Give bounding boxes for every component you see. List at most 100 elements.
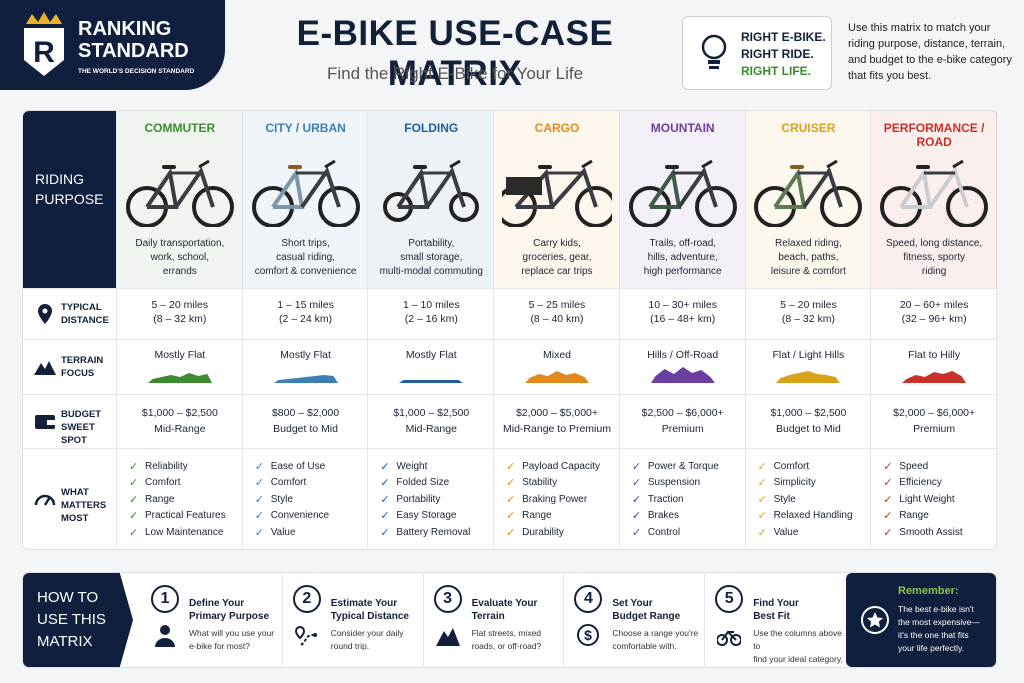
purpose-line: Speed, long distance, <box>886 238 983 249</box>
brand-name-line: RANKING <box>78 18 172 40</box>
frame <box>174 166 215 209</box>
row-icon-frame <box>35 415 55 429</box>
priority-item: ✓ Speed <box>883 458 995 475</box>
step-number: 3 <box>433 585 462 613</box>
row-icon-frame <box>34 494 56 506</box>
category-name: CRUISER <box>781 121 836 135</box>
row-icon <box>34 360 56 375</box>
check-icon: ✓ <box>883 510 893 523</box>
check-icon: ✓ <box>506 510 516 523</box>
priority-text: Suspension <box>647 477 701 489</box>
category-column: CRUISER Relaxed riding, beach, paths, leisu… <box>744 111 872 549</box>
page-title: E-BIKE USE-CASE MATRIX <box>296 14 614 93</box>
check-icon: ✓ <box>631 493 642 506</box>
check-icon: ✓ <box>254 477 264 490</box>
step: 5 Find Your Best Fit Use the columns above … <box>704 573 846 667</box>
frame <box>677 166 718 209</box>
terrain-profile <box>147 373 212 383</box>
priority-text: Practical Features <box>145 510 226 522</box>
purpose-line: small storage, <box>400 252 463 263</box>
priority-item: ✓ Relaxed Handling <box>758 508 870 525</box>
step-text-line: Use the columns above to <box>753 628 843 651</box>
priority-item: ✓ Comfort <box>129 475 241 492</box>
remember-text: The best e-bike isn't the most expensive—… <box>898 603 980 655</box>
category-column: FOLDING Portability, small storage, multi-m… <box>367 111 495 549</box>
terrain-shape <box>147 373 212 383</box>
step-title-line: Evaluate Your <box>471 598 538 609</box>
check-icon: ✓ <box>506 460 516 473</box>
frame <box>270 167 304 209</box>
priority-text: Low Maintenance <box>145 526 224 538</box>
purpose-line: hills, adventure, <box>647 252 718 263</box>
distance-line: 10 – 30+ miles <box>648 299 717 311</box>
distance-line: 5 – 20 miles <box>151 299 209 311</box>
row-label-line: SWEET SPOT <box>61 422 95 446</box>
step-text: Choose a range you're comfortable with. <box>612 627 698 653</box>
priority-item: ✓ Efficiency <box>883 475 995 492</box>
priority-list: ✓ Weight ✓ Folded Size ✓ Portability ✓ Easy Sto… <box>380 458 492 541</box>
row-icon <box>34 494 56 506</box>
terrain-shape <box>776 371 841 383</box>
budget-line: $1,000 – $2,500 <box>393 407 470 419</box>
bulb-icon <box>701 34 727 69</box>
priority-text: Smooth Assist <box>899 526 963 538</box>
purpose: Short trips, casual riding, comfort & conv… <box>243 237 369 279</box>
frame <box>648 167 682 209</box>
distance-line: (8 – 40 km) <box>530 313 584 325</box>
row-divider <box>23 339 996 340</box>
priority-text: Control <box>647 526 681 538</box>
purpose: Relaxed riding, beach, paths, leisure & co… <box>746 237 872 279</box>
budget-line: $1,000 – $2,500 <box>141 407 218 419</box>
distance: 5 – 25 miles (8 – 40 km) <box>494 298 620 326</box>
priority-item: ✓ Portability <box>380 491 492 508</box>
check-icon: ✓ <box>506 526 516 539</box>
category-name: MOUNTAIN <box>650 121 715 135</box>
terrain-label: Mostly Flat <box>154 349 206 361</box>
priority-item: ✓ Suspension <box>632 475 744 492</box>
how-to-title-line: HOW TO <box>37 589 99 606</box>
brand-logo: R <box>24 12 64 76</box>
budget: $1,000 – $2,500 Budget to Mid <box>746 405 872 437</box>
row-label: BUDGET SWEET SPOT <box>61 408 117 447</box>
distance: 5 – 20 miles (8 – 32 km) <box>117 298 243 326</box>
frame <box>396 167 430 209</box>
brand-panel: R RANKING STANDARD THE WORLD'S DECISION … <box>0 0 225 90</box>
category-column: CITY / URBAN Short trips, casual riding, co… <box>241 111 369 549</box>
priority-text: Efficiency <box>899 477 942 489</box>
purpose-line: beach, paths, <box>778 252 839 263</box>
badge: RIGHT E-BIKE. RIGHT RIDE. RIGHT LIFE. <box>682 16 832 90</box>
wheel <box>574 186 612 227</box>
purpose-line: comfort & convenience <box>254 266 357 277</box>
wheel <box>820 186 863 227</box>
terrain-label: Flat to Hilly <box>908 349 961 361</box>
budget: $1,000 – $2,500 Mid-Range <box>117 405 243 437</box>
terrain-profile <box>650 367 715 383</box>
row-label: TYPICAL DISTANCE <box>61 301 117 327</box>
bike-illustration <box>628 159 737 227</box>
priority-item: ✓ Smooth Assist <box>883 524 995 541</box>
saddle <box>413 165 428 169</box>
check-icon: ✓ <box>129 477 139 490</box>
step-title: Evaluate Your Terrain <box>472 597 538 623</box>
bike-illustration <box>754 159 863 227</box>
priority-text: Ease of Use <box>270 460 326 472</box>
priority-text: Power & Torque <box>647 460 719 472</box>
step-text-line: find your ideal category. <box>753 654 843 664</box>
priority-text: Traction <box>647 493 684 505</box>
step-title: Define Your Primary Purpose <box>189 597 269 623</box>
row-label-line: MATTERS MOST <box>61 499 107 524</box>
category-column: MOUNTAIN Trails, off-road, hills, adventur… <box>618 111 746 549</box>
purpose-line: riding <box>921 266 947 277</box>
distance-line: (2 – 24 km) <box>279 313 333 325</box>
priority-item: ✓ Control <box>632 524 744 541</box>
remember-text-line: The best e-bike isn't <box>898 604 974 614</box>
purpose-line: Relaxed riding, <box>775 238 842 249</box>
priority-list: ✓ Comfort ✓ Simplicity ✓ Style ✓ Relaxed Handli… <box>758 458 870 541</box>
distance-line: 1 – 10 miles <box>402 299 460 311</box>
priority-text: Brakes <box>647 510 679 522</box>
step-title: Find Your Best Fit <box>753 597 799 623</box>
priority-item: ✓ Durability <box>506 524 618 541</box>
terrain-shape <box>524 371 589 383</box>
row-divider <box>23 394 996 395</box>
budget-line: Mid-Range <box>154 423 206 435</box>
